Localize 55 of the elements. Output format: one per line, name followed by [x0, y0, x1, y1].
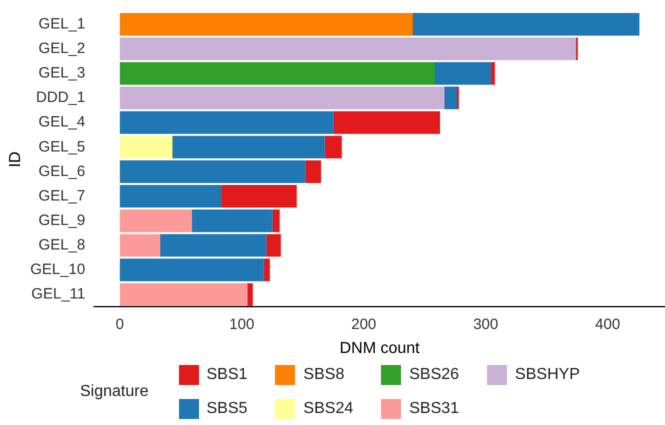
bar: [120, 210, 192, 232]
bar: [247, 283, 253, 306]
bar: [120, 258, 264, 282]
legend-label: SBS8: [303, 366, 344, 384]
bar: [172, 136, 325, 158]
y-tick-label: GEL_7: [38, 187, 86, 204]
x-tick-label: 300: [473, 316, 498, 333]
bar: [272, 210, 280, 232]
x-tick-label: 200: [351, 316, 376, 333]
bar: [264, 258, 270, 282]
bar: [120, 283, 248, 306]
legend-title: Signature: [80, 383, 148, 401]
bar: [120, 38, 576, 60]
bar: [192, 210, 272, 232]
bar: [490, 62, 495, 85]
x-tick-label: 100: [229, 316, 254, 333]
bar: [120, 184, 222, 208]
y-axis-title: ID: [7, 151, 24, 168]
legend-label: SBS31: [409, 400, 460, 418]
y-tick-label: GEL_1: [38, 15, 86, 32]
legend-label: SBSHYP: [515, 366, 580, 384]
bar: [221, 184, 297, 208]
legend-label: SBS1: [206, 366, 248, 384]
bar: [160, 234, 266, 257]
bar: [444, 86, 456, 110]
bar: [412, 12, 640, 36]
legend-label: SBS26: [409, 366, 460, 384]
bar: [120, 111, 334, 134]
y-tick-label: GEL_11: [31, 286, 86, 303]
bar: [456, 86, 459, 110]
y-tick-label: GEL_9: [38, 212, 86, 229]
bar: [120, 160, 306, 183]
x-axis-title: DNM count: [340, 340, 420, 357]
bar: [333, 111, 440, 134]
y-tick-label: GEL_8: [38, 236, 86, 254]
y-tick-label: GEL_4: [38, 114, 86, 131]
bar: [434, 62, 491, 85]
y-tick-label: GEL_6: [38, 162, 86, 180]
bar: [120, 234, 160, 257]
legend-label: SBS24: [303, 400, 354, 418]
x-tick-label: 0: [116, 316, 124, 333]
bar: [120, 62, 434, 85]
y-tick-label: GEL_3: [38, 64, 86, 82]
bar: [266, 234, 281, 257]
bar: [324, 136, 342, 158]
bar: [120, 12, 413, 36]
bar: [120, 136, 172, 158]
y-tick-label: GEL_5: [38, 138, 86, 156]
y-tick-label: GEL_10: [30, 261, 86, 278]
bar: [120, 86, 444, 110]
x-tick-label: 400: [595, 316, 620, 333]
y-tick-label: DDD_1: [36, 89, 86, 106]
legend-label: SBS5: [206, 400, 248, 418]
bar: [305, 160, 322, 183]
y-tick-label: GEL_2: [38, 40, 86, 57]
